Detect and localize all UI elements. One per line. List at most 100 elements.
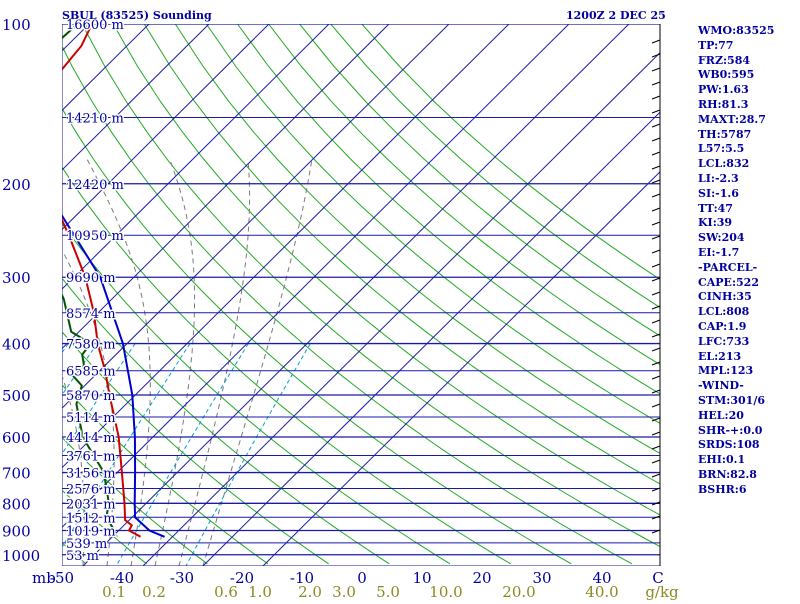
moist-adiabat-line [155,160,195,567]
parameter-line: FRZ:584 [698,54,798,69]
height-tick-label: 3761 m [66,449,116,464]
mixing-ratio-tick-label: 10.0 [429,583,462,600]
parameter-line: SRDS:108 [698,438,798,453]
wind-barb-tick [652,152,660,155]
isotherm-line [0,24,29,566]
height-tick-label: 3156 m [66,467,116,482]
pressure-tick-label: 200 [2,176,31,194]
wind-barb-tick [652,278,660,281]
parameter-line: SHR-+:0.0 [698,424,798,439]
height-tick-label: 6585 m [66,365,116,380]
wind-barb-tick [652,40,660,43]
parameter-line: TH:5787 [698,128,798,143]
chart-title: SBUL (83525) Sounding [62,9,212,22]
height-tick-label: 2576 m [66,482,116,497]
wind-barb-tick [652,320,660,323]
wind-barb-tick [652,446,660,449]
wind-barb-tick [652,110,660,113]
pressure-tick-label: 100 [2,16,31,34]
parameter-line: -WIND- [698,379,798,394]
parameter-line: LCL:832 [698,157,798,172]
pressure-tick-label: 1000 [2,547,40,565]
wind-barb-tick [652,68,660,71]
parameter-line: L57:5.5 [698,142,798,157]
parameter-line: LI:-2.3 [698,172,798,187]
parameter-line: EI:-1.7 [698,246,798,261]
mixing-ratio-tick-label: 1.0 [248,583,272,600]
height-tick-label: 4414 m [66,431,116,446]
parameter-line: MPL:123 [698,364,798,379]
parameter-line: EL:213 [698,350,798,365]
height-tick-label: 7580 m [66,338,116,353]
wind-barb-tick [652,166,660,169]
dry-adiabat-line [0,24,25,564]
height-tick-label: 5870 m [66,389,116,404]
dry-adiabat-line [82,24,693,564]
wind-barb-tick [652,250,660,253]
height-tick-label: 8574 m [66,307,116,322]
temperature-tick-label: 0 [357,569,367,587]
height-tick-label: 12420 m [66,178,124,193]
temperature-tick-label: 20 [472,569,491,587]
dry-adiabat-line [0,24,268,564]
wind-barb-tick [652,404,660,407]
mixing-ratio-line [116,344,248,567]
isotherm-line [83,24,629,566]
wind-barb-tick [652,236,660,239]
wind-barb-tick [652,306,660,309]
parameter-line: PW:1.63 [698,83,798,98]
height-tick-label: 10950 m [66,229,124,244]
mixing-ratio-unit-label: g/kg [645,583,679,600]
mixing-ratio-tick-label: 40.0 [585,583,618,600]
wind-barb-tick [652,222,660,225]
wind-barb-tick [652,138,660,141]
parameter-line: RH:81.3 [698,98,798,113]
height-tick-label: 2031 m [66,497,116,512]
pressure-tick-label: 400 [2,336,31,354]
parameter-line: SI:-1.6 [698,187,798,202]
parameter-line: KI:39 [698,216,798,231]
wind-barb-tick [652,82,660,85]
parameter-line: SW:204 [698,231,798,246]
chart-time: 1200Z 2 DEC 25 [566,9,666,22]
isotherm-line [203,24,749,566]
pressure-tick-label: 600 [2,429,31,447]
wind-barb-tick [652,474,660,477]
pressure-tick-label: 700 [2,465,31,483]
wind-barb-tick [652,194,660,197]
mixing-ratio-tick-label: 20.0 [502,583,535,600]
parameter-line: WMO:83525 [698,24,798,39]
wind-barb-tick [652,348,660,351]
parameter-line: BRN:82.8 [698,468,798,483]
parameter-line: LCL:808 [698,305,798,320]
wind-barb-tick [652,180,660,183]
pressure-tick-label: 900 [2,522,31,540]
parameter-line: CAP:1.9 [698,320,798,335]
parameter-line: EHI:0.1 [698,453,798,468]
wind-barb-tick [652,376,660,379]
parameter-line: HEL:20 [698,409,798,424]
parameter-line: TT:47 [698,202,798,217]
dry-adiabat-line [51,24,632,564]
wind-barb-tick [652,292,660,295]
mixing-ratio-tick-label: 0.2 [142,583,166,600]
dry-adiabat-line [0,24,389,564]
temperature-tick-label: -30 [170,569,194,587]
pressure-tick-label: 500 [2,387,31,405]
wind-barb-tick [652,124,660,127]
parameter-line: WB0:595 [698,68,798,83]
mixing-ratio-tick-label: 0.1 [102,583,126,600]
height-tick-label: 9690 m [66,271,116,286]
mixing-ratio-tick-label: 2.0 [298,583,322,600]
pressure-tick-label: 800 [2,495,31,513]
parameter-line: -PARCEL- [698,261,798,276]
parameter-line: LFC:733 [698,335,798,350]
wind-barb-tick [652,96,660,99]
parameter-line: BSHR:6 [698,483,798,498]
height-tick-label: 14210 m [66,111,124,126]
wind-barb-tick [652,208,660,211]
